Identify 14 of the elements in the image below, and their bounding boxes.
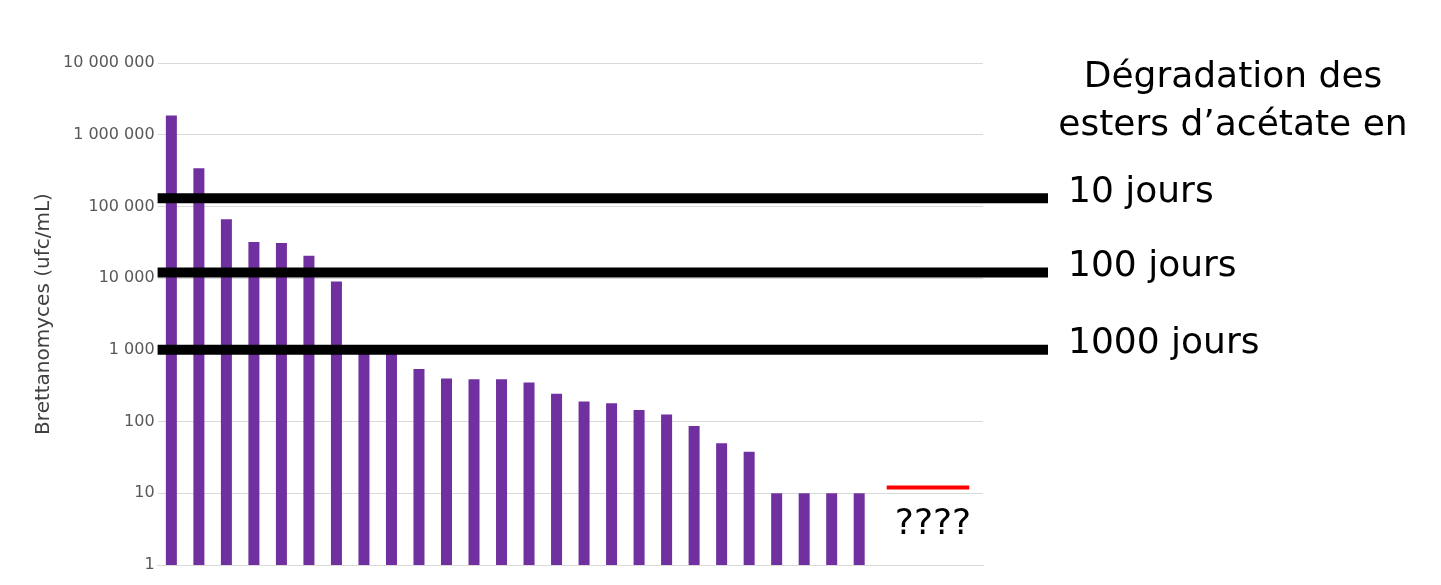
y-tick-label: 1 000	[108, 339, 155, 359]
y-tick-label: 1	[144, 554, 155, 574]
y-axis-title: Brettanomyces (ufc/mL)	[30, 193, 55, 435]
ref-line-label: 10 jours	[1068, 168, 1214, 210]
y-tick-label: 10 000 000	[63, 52, 155, 72]
y-tick-label: 100 000	[88, 195, 155, 215]
annotation: ????	[894, 501, 972, 543]
y-tick-label: 100	[124, 410, 155, 430]
text: Dégradation des esters d’acétate en	[1058, 54, 1408, 144]
y-tick-label: 1 000 000	[73, 123, 155, 143]
y-tick-label: 10	[134, 482, 155, 502]
y-tick-label: 10 000	[98, 267, 155, 287]
ref-line-label: 100 jours	[1068, 242, 1237, 284]
ref-line-label: 1000 jours	[1068, 320, 1260, 362]
